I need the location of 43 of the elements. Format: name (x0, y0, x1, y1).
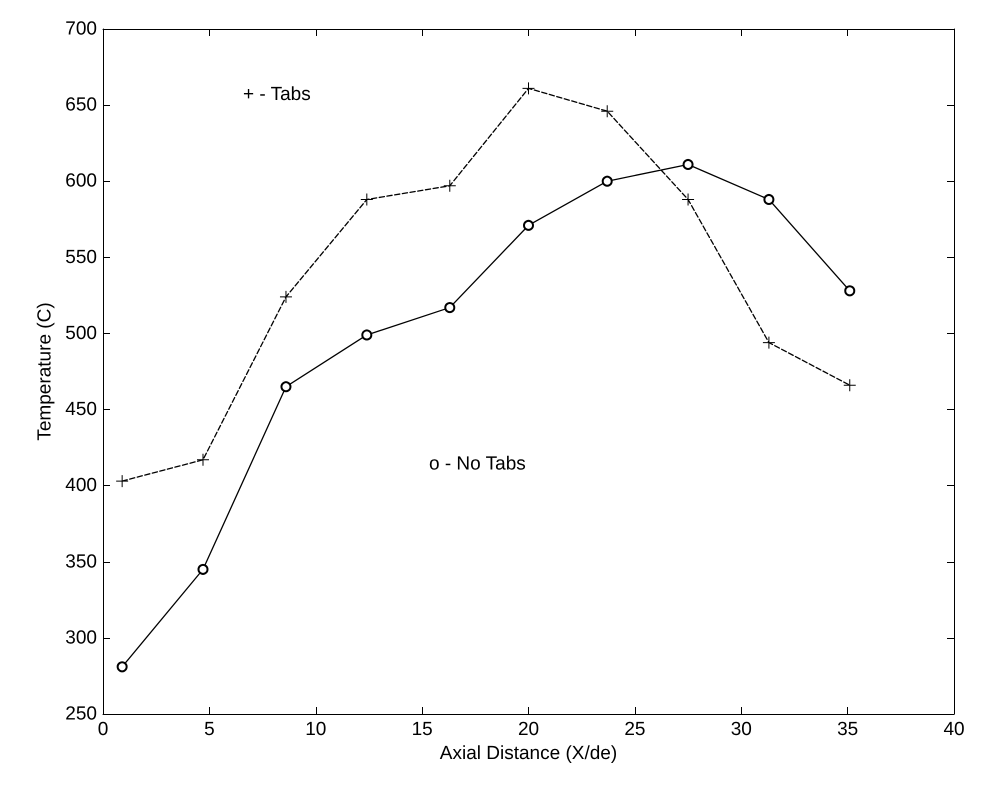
y-tick-label: 600 (65, 170, 97, 192)
x-tick-label: 25 (624, 719, 646, 740)
x-tick-label: 15 (412, 719, 433, 740)
point (682, 192, 695, 206)
point (843, 378, 856, 392)
y-tick-label: 300 (65, 627, 97, 648)
x-tick-label: 30 (730, 719, 752, 740)
x-tick-label: 5 (204, 719, 215, 740)
annotation: o - No Tabs (428, 454, 526, 475)
point (279, 290, 292, 304)
y-tick-label: 250 (65, 704, 97, 724)
point (682, 158, 694, 170)
point (600, 104, 614, 118)
point (280, 381, 292, 392)
y-tick-label: 500 (65, 322, 97, 344)
point (116, 661, 128, 672)
y-tick-label: 550 (65, 246, 97, 268)
x-tick-label: 35 (837, 719, 858, 740)
point (602, 176, 613, 187)
y-tick-label: 650 (65, 94, 97, 116)
y-tick-label: 700 (65, 18, 97, 40)
x-axis-title: Axial Distance (X/de) (440, 742, 618, 764)
annotation: + - Tabs (242, 84, 311, 105)
point (844, 285, 856, 296)
y-axis-title: Temperature (C) (34, 302, 56, 441)
x-tick-label: 40 (943, 719, 965, 740)
point (522, 82, 535, 95)
point (763, 194, 774, 205)
y-tick-label: 350 (65, 551, 97, 572)
point (198, 564, 208, 575)
x-tick-label: 0 (98, 719, 108, 740)
point (360, 192, 374, 206)
point (443, 179, 456, 192)
x-tick-label: 10 (305, 719, 326, 740)
point (523, 220, 534, 231)
x-tick-label: 20 (518, 719, 540, 740)
point (196, 453, 210, 466)
point (444, 302, 456, 314)
point (762, 336, 776, 350)
point (116, 474, 129, 488)
y-tick-label: 450 (65, 399, 97, 420)
point (361, 329, 372, 340)
y-tick-label: 400 (65, 475, 97, 496)
